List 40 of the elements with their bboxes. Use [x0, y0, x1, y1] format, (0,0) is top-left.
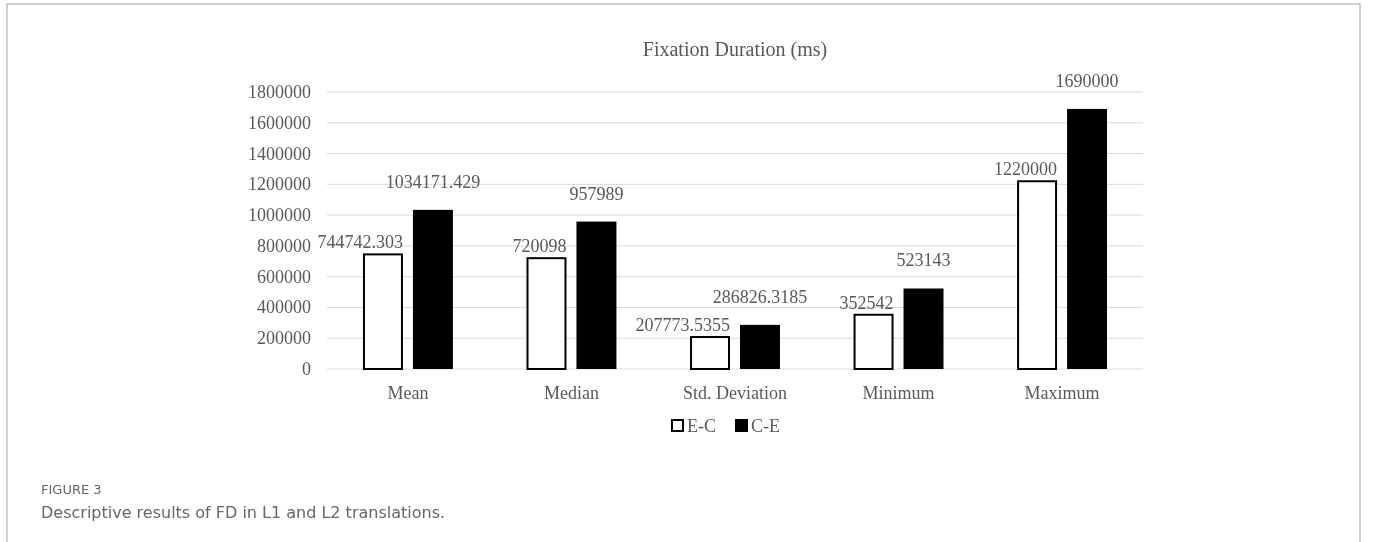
- data-label: 720098: [512, 236, 567, 257]
- bar: [903, 288, 944, 369]
- bar: [526, 257, 567, 370]
- data-label: 957989: [569, 183, 624, 204]
- data-label: 744742.303: [317, 232, 403, 253]
- x-tick-label: Minimum: [862, 383, 935, 403]
- y-tick-label: 0: [302, 359, 311, 379]
- bar: [1067, 108, 1108, 369]
- y-tick-label: 1400000: [248, 143, 311, 164]
- data-label: 352542: [839, 292, 894, 313]
- x-tick-label: Median: [543, 383, 599, 403]
- data-label: 523143: [896, 250, 951, 271]
- bar: [853, 313, 894, 370]
- y-tick-label: 1000000: [248, 205, 311, 226]
- bar: [576, 221, 617, 369]
- x-tick-label: Mean: [387, 383, 429, 403]
- y-tick-label: 800000: [257, 235, 311, 256]
- legend-label: E-C: [687, 416, 716, 436]
- x-tick-label: Std. Deviation: [683, 383, 787, 403]
- x-tick-label: Maximum: [1024, 383, 1100, 403]
- bar: [1017, 180, 1058, 370]
- data-label: 1220000: [994, 159, 1058, 180]
- data-label: 207773.5355: [635, 315, 730, 336]
- bar: [690, 336, 730, 370]
- y-tick-label: 1600000: [248, 112, 311, 133]
- bar: [362, 253, 403, 370]
- y-tick-label: 1800000: [248, 82, 311, 102]
- y-tick-label: 1200000: [248, 174, 311, 195]
- data-label: 1690000: [1055, 70, 1119, 91]
- bar: [740, 324, 780, 369]
- legend-label: C-E: [751, 416, 780, 436]
- data-label: 286826.3185: [712, 286, 808, 307]
- y-tick-label: 200000: [257, 328, 311, 349]
- y-tick-label: 600000: [257, 266, 311, 287]
- bar: [412, 209, 453, 369]
- text: Descriptive results of FD in L1 and L2 translations.: [41, 503, 446, 522]
- caption: FIGURE 3: [41, 482, 102, 497]
- data-label: 1034171.429: [385, 171, 481, 192]
- chart-title: Fixation Duration (ms): [642, 38, 828, 61]
- y-tick-label: 400000: [257, 297, 311, 318]
